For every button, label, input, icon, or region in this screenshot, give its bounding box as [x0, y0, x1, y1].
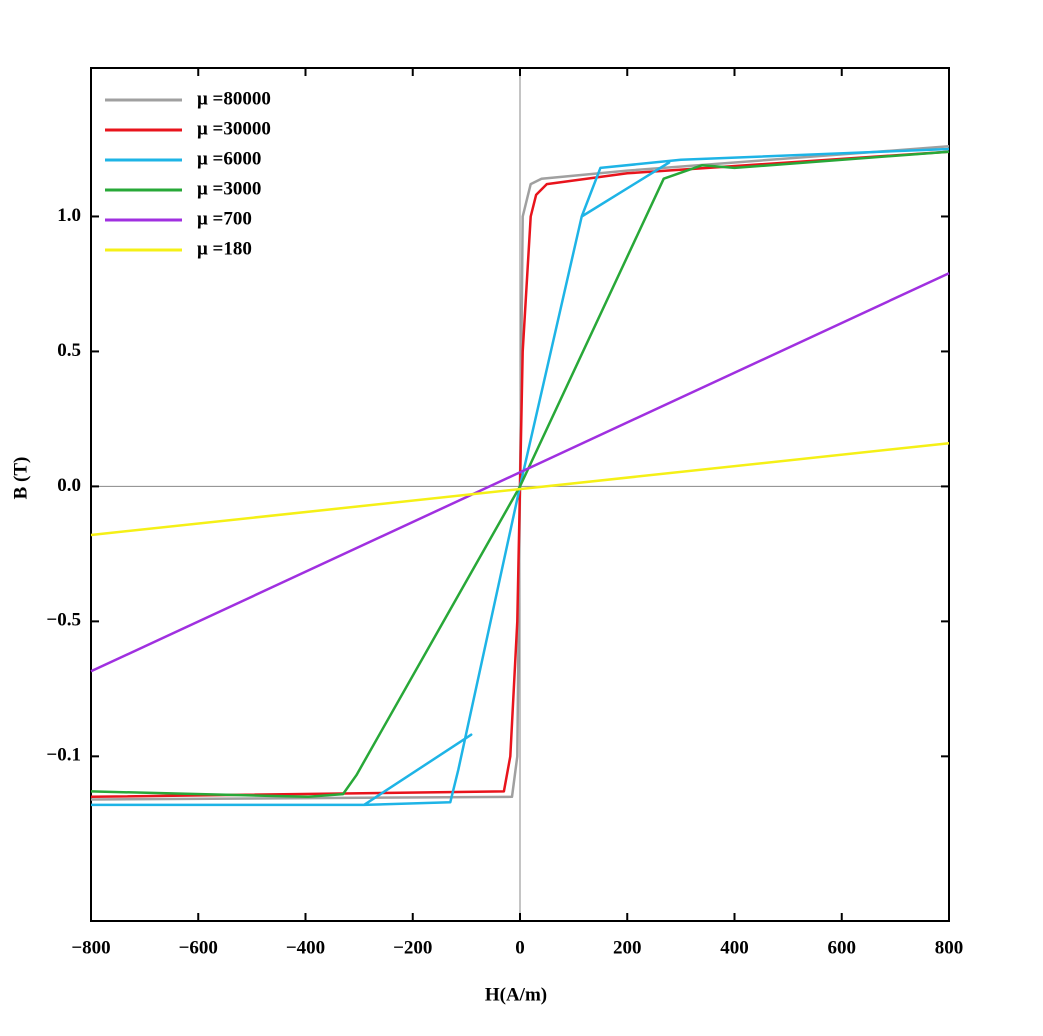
series-line	[90, 272, 950, 673]
x-tick-label: −600	[179, 937, 218, 958]
legend-label: μ =180	[197, 238, 252, 259]
legend-label: μ =700	[197, 208, 252, 229]
legend-label: μ =30000	[197, 118, 271, 139]
x-tick-label: 200	[613, 937, 642, 958]
series-line	[90, 150, 950, 799]
x-tick-label: 400	[720, 937, 749, 958]
x-tick-label: 800	[935, 937, 964, 958]
x-axis-label: H(A/m)	[485, 984, 547, 1005]
y-tick-label: −0.5	[46, 610, 81, 631]
series-line	[90, 150, 950, 799]
y-tick-label: 0.5	[57, 340, 81, 361]
legend-label: μ =3000	[197, 178, 261, 199]
y-tick-label: −0.1	[46, 745, 81, 766]
y-tick-label: 1.0	[57, 205, 81, 226]
legend-label: μ =80000	[197, 88, 271, 109]
x-tick-label: −200	[393, 937, 432, 958]
y-tick-label: 0.0	[57, 475, 81, 496]
x-tick-label: 600	[828, 937, 857, 958]
x-tick-label: −800	[71, 937, 110, 958]
x-tick-label: −400	[286, 937, 325, 958]
x-tick-label: 0	[515, 937, 525, 958]
y-axis-label: B (T)	[10, 457, 31, 500]
legend-label: μ =6000	[197, 148, 261, 169]
series-line	[90, 441, 950, 537]
